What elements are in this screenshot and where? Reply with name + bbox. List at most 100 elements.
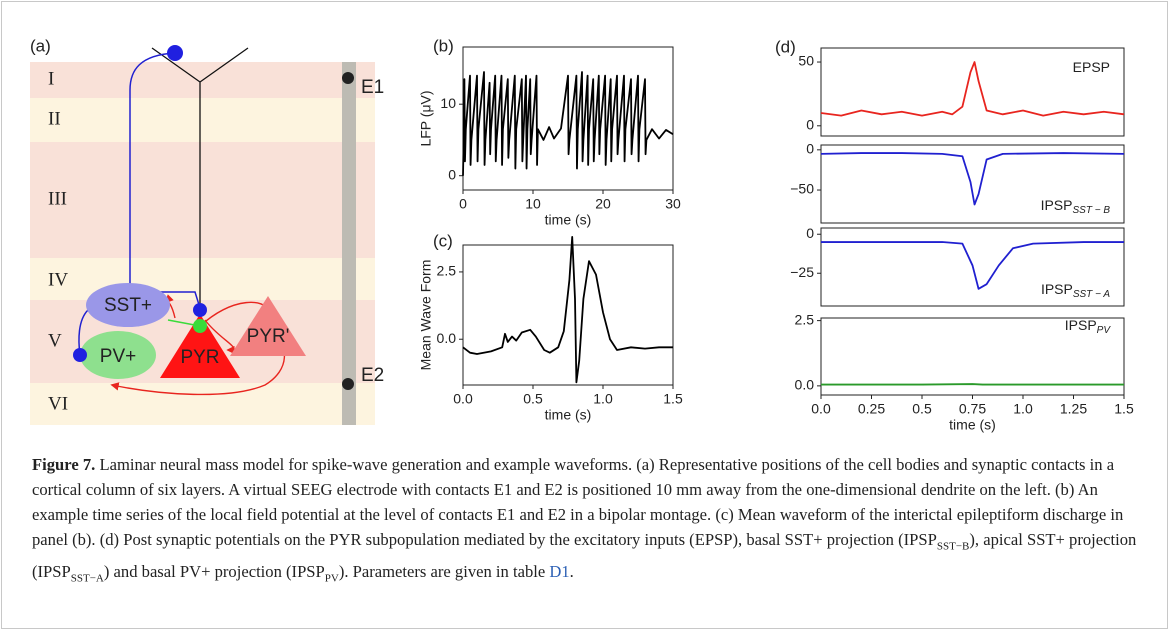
- layer-label: II: [48, 108, 61, 129]
- figure-frame: [1, 1, 1168, 629]
- synapse: [73, 348, 87, 362]
- caption: Figure 7. Laminar neural mass model for …: [32, 452, 1140, 592]
- panel-label: (c): [433, 231, 453, 250]
- electrode-label: E2: [361, 365, 384, 386]
- annotation: IPSPPV: [1065, 317, 1112, 336]
- annotation-text: IPSP: [1065, 317, 1097, 333]
- series-line: [821, 241, 1124, 290]
- y-tick-label: 0: [806, 225, 814, 241]
- x-tick-label: 0.75: [959, 401, 986, 417]
- pv-population: [80, 331, 156, 379]
- population-label: PV+: [100, 346, 136, 367]
- series-line: [820, 152, 1125, 206]
- y-tick-label: 0: [806, 141, 814, 157]
- plot-frame: [820, 317, 1125, 396]
- y-tick-label: −25: [790, 264, 814, 280]
- layer-label: I: [48, 68, 54, 89]
- x-tick-label: 0: [459, 196, 467, 212]
- x-tick-label: 1.0: [1013, 401, 1033, 417]
- y-axis-label: Mean Wave Form: [418, 260, 434, 371]
- annotation-sub: SST − A: [1073, 289, 1110, 300]
- x-axis-label: time (s): [949, 417, 996, 433]
- layer-label: IV: [48, 269, 68, 290]
- y-tick-label: 2.5: [437, 263, 457, 279]
- x-tick-label: 10: [525, 196, 541, 212]
- table-link[interactable]: D1: [549, 562, 570, 582]
- caption-text: Laminar neural mass model for spike-wave…: [32, 455, 1124, 549]
- figure: (a) I II III IV V VI E1 E2 SST+ PV+ PYR …: [30, 36, 1134, 433]
- dendrite: [151, 47, 249, 310]
- annotation: EPSP: [1073, 59, 1110, 75]
- y-tick-label: 0: [806, 117, 814, 133]
- annotation-text: EPSP: [1073, 59, 1110, 75]
- population-label: PYR': [247, 326, 290, 347]
- x-tick-label: 20: [595, 196, 611, 212]
- series-line: [820, 61, 1125, 117]
- x-axis-label: time (s): [545, 212, 592, 228]
- plot-frame: [820, 47, 1125, 137]
- x-tick-label: 1.0: [593, 391, 613, 407]
- synapse: [193, 319, 207, 333]
- panel-label: (a): [30, 36, 51, 55]
- layer-label: V: [48, 330, 62, 351]
- caption-text: .: [569, 562, 574, 582]
- contact: [342, 378, 354, 390]
- annotation: IPSPSST − B: [1041, 197, 1111, 216]
- projection: [129, 52, 176, 285]
- plot-frame: [820, 144, 1125, 224]
- y-axis-label: LFP (μV): [418, 90, 434, 146]
- y-tick-label: 0.0: [437, 330, 457, 346]
- layer-band: [30, 98, 375, 142]
- annotation-sub: SST − B: [1072, 205, 1110, 216]
- caption-text: ). Parameters are given in table: [338, 562, 550, 582]
- projection: [160, 291, 201, 309]
- x-tick-label: 0.5: [523, 391, 543, 407]
- caption-sub: SST−B: [936, 540, 970, 553]
- x-tick-label: 30: [665, 196, 681, 212]
- electrode: [342, 62, 356, 425]
- y-tick-label: 50: [798, 53, 814, 69]
- caption-label: Figure 7.: [32, 455, 96, 474]
- plot-frame: [462, 244, 674, 386]
- x-tick-label: 1.25: [1060, 401, 1087, 417]
- contact: [342, 72, 354, 84]
- y-tick-label: 10: [440, 95, 456, 111]
- layer-label: VI: [48, 393, 68, 414]
- synapse: [193, 303, 207, 317]
- layer-band: [30, 142, 375, 258]
- y-tick-label: −50: [790, 181, 814, 197]
- y-tick-label: 0: [448, 166, 456, 182]
- x-tick-label: 0.5: [912, 401, 932, 417]
- x-tick-label: 1.5: [1114, 401, 1134, 417]
- series-line: [462, 236, 673, 384]
- pyr-population: [160, 314, 240, 378]
- layer-label: III: [48, 188, 67, 209]
- layer-band: [30, 258, 375, 300]
- x-tick-label: 0.0: [811, 401, 831, 417]
- x-tick-label: 0.25: [858, 401, 885, 417]
- plot-frame: [462, 46, 674, 191]
- annotation-text: IPSP: [1041, 197, 1073, 213]
- caption-sub: PV: [324, 572, 339, 585]
- projection: [204, 319, 235, 355]
- series-line: [821, 383, 1124, 386]
- annotation-sub: PV: [1097, 325, 1112, 336]
- electrode-label: E1: [361, 77, 384, 98]
- annotation-text: IPSP: [1041, 281, 1073, 297]
- panel-label: (d): [775, 37, 796, 56]
- plot-frame: [820, 227, 1125, 307]
- x-axis-label: time (s): [545, 407, 592, 423]
- series-line: [462, 71, 674, 176]
- caption-sub: SST−A: [70, 572, 104, 585]
- pyr-prime-population: [230, 296, 306, 356]
- sst-population: [86, 283, 170, 327]
- caption-text: ), apical SST+ projection (IPSP: [32, 530, 1137, 582]
- y-tick-label: 0.0: [795, 377, 815, 393]
- layer-band: [30, 383, 375, 425]
- caption-text: ) and basal PV+ projection (IPSP: [103, 562, 325, 582]
- x-tick-label: 0.0: [453, 391, 473, 407]
- panel-a: (a) I II III IV V VI E1 E2 SST+ PV+ PYR …: [30, 36, 384, 425]
- synapse: [167, 45, 183, 61]
- x-tick-label: 1.5: [663, 391, 683, 407]
- population-label: PYR: [180, 347, 219, 368]
